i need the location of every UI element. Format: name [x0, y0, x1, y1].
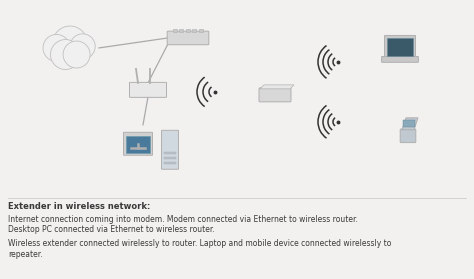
Bar	[173, 29, 177, 32]
Text: Wireless extender connected wirelessly to router. Laptop and mobile device conne: Wireless extender connected wirelessly t…	[8, 239, 392, 248]
Text: repeater.: repeater.	[8, 250, 43, 259]
Bar	[403, 120, 415, 127]
Bar	[192, 29, 197, 32]
Text: Extender in wireless network:: Extender in wireless network:	[8, 202, 150, 211]
Bar	[164, 152, 176, 154]
FancyBboxPatch shape	[259, 88, 291, 102]
Bar	[180, 29, 183, 32]
Polygon shape	[402, 118, 418, 130]
FancyBboxPatch shape	[129, 82, 166, 97]
FancyBboxPatch shape	[382, 57, 419, 62]
Bar	[186, 29, 190, 32]
Bar	[164, 157, 176, 159]
Bar	[164, 162, 176, 164]
Bar	[387, 38, 413, 56]
FancyBboxPatch shape	[400, 129, 416, 143]
FancyBboxPatch shape	[124, 132, 153, 155]
FancyBboxPatch shape	[167, 31, 209, 45]
Polygon shape	[260, 85, 294, 89]
Circle shape	[43, 34, 70, 61]
Circle shape	[70, 34, 95, 59]
Circle shape	[51, 40, 81, 69]
Bar	[126, 136, 150, 153]
Text: Desktop PC connected via Ethernet to wireless router.: Desktop PC connected via Ethernet to wir…	[8, 225, 215, 234]
Circle shape	[53, 26, 87, 61]
Bar	[54, 48, 86, 58]
Text: Internet connection coming into modem. Modem connected via Ethernet to wireless : Internet connection coming into modem. M…	[8, 215, 358, 223]
Bar	[199, 29, 203, 32]
Circle shape	[63, 41, 90, 68]
FancyBboxPatch shape	[162, 130, 179, 169]
FancyBboxPatch shape	[384, 35, 416, 58]
